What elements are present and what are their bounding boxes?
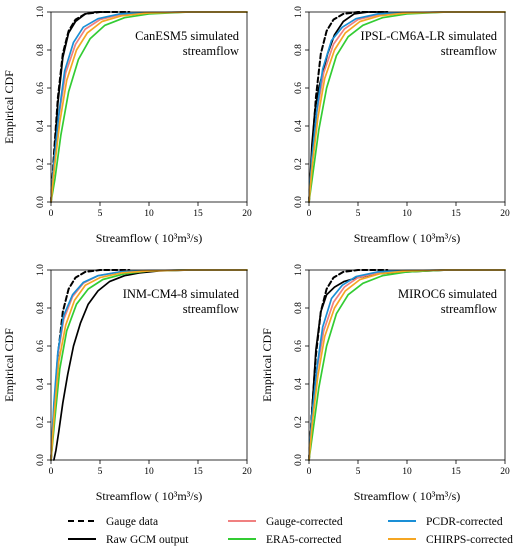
legend-item: ERA5-corrected [228,534,342,546]
y-tick-label: 0.8 [36,302,46,314]
legend-label: CHIRPS-corrected [426,534,513,546]
panel-title: streamflow [183,44,239,58]
series-line-chirps-corrected [308,269,506,461]
x-tick-label: 10 [144,209,154,219]
x-tick-label: 5 [356,209,361,219]
legend: Gauge data Raw GCM output Gauge-corrected E… [68,516,513,546]
x-tick-label: 5 [98,209,103,219]
x-tick-label: 20 [500,467,510,477]
x-axis-label: Streamflow ( 10³m³/s) [96,489,203,503]
y-tick-label: 0.2 [36,158,46,170]
x-tick-label: 15 [451,209,461,219]
x-tick-label: 10 [402,209,412,219]
series-line-gauge-data [50,269,131,461]
y-tick-label: 0.2 [36,416,46,428]
chart-panel-2: 0 5 10 15 20 0.0 0.2 0.4 0.6 0.8 1.0 Streamflow ( 1… [294,6,510,245]
y-tick-label: 0.0 [294,454,304,466]
panel-title: streamflow [441,44,497,58]
y-tick-label: 0.6 [36,340,46,352]
x-axis-label: Streamflow ( 10³m³/s) [354,231,461,245]
y-tick-label: 1.0 [36,264,46,276]
y-tick-label: 0.6 [294,82,304,94]
y-tick-label: 0.4 [36,378,46,390]
x-tick-label: 0 [49,209,54,219]
x-axis-label: Streamflow ( 10³m³/s) [354,489,461,503]
y-tick-label: 0.6 [36,82,46,94]
x-tick-label: 15 [193,467,203,477]
x-tick-label: 15 [193,209,203,219]
panel-title: streamflow [441,302,497,316]
y-tick-label: 1.0 [294,6,304,18]
x-tick-label: 0 [49,467,54,477]
y-tick-label: 1.0 [294,264,304,276]
series-line-raw-gcm-output [50,11,111,203]
x-tick-label: 0 [307,467,312,477]
x-tick-label: 15 [451,467,461,477]
series-line-gauge-data [308,269,389,461]
x-tick-label: 10 [144,467,154,477]
y-axis-label: Empirical CDF [2,70,16,144]
legend-item: Gauge-corrected [228,516,343,528]
x-tick-label: 0 [307,209,312,219]
y-axis-label: Empirical CDF [260,328,274,402]
x-tick-label: 20 [242,467,252,477]
x-tick-label: 10 [402,467,412,477]
y-tick-label: 0.0 [36,196,46,208]
x-tick-label: 5 [356,467,361,477]
panel-title: streamflow [183,302,239,316]
x-axis-label: Streamflow ( 10³m³/s) [96,231,203,245]
legend-label: PCDR-corrected [426,516,503,528]
y-tick-label: 0.4 [36,120,46,132]
y-tick-label: 0.0 [36,454,46,466]
chart-panel-4: 0 5 10 15 20 0.0 0.2 0.4 0.6 0.8 1.0 Streamflow ( 1… [260,264,510,503]
x-tick-label: 5 [98,467,103,477]
panel-title: INM-CM4-8 simulated [123,287,240,301]
series-line-chirps-corrected [50,11,248,203]
panel-title: IPSL-CM6A-LR simulated [361,29,498,43]
chart-panel-1: 0 5 10 15 20 0.0 0.2 0.4 0.6 0.8 1.0 Streamflow ( 1… [2,6,252,245]
y-tick-label: 0.8 [294,44,304,56]
legend-item: CHIRPS-corrected [388,534,513,546]
y-tick-label: 1.0 [36,6,46,18]
y-tick-label: 0.0 [294,196,304,208]
x-tick-label: 20 [500,209,510,219]
chart-panel-3: 0 5 10 15 20 0.0 0.2 0.4 0.6 0.8 1.0 Streamflow ( 1… [2,264,252,503]
series-line-chirps-corrected [308,11,506,203]
y-axis-label: Empirical CDF [2,328,16,402]
legend-label: Gauge-corrected [266,516,343,528]
legend-label: ERA5-corrected [266,534,342,546]
y-tick-label: 0.6 [294,340,304,352]
x-tick-label: 20 [242,209,252,219]
legend-item: Raw GCM output [68,534,189,546]
legend-item: PCDR-corrected [388,516,503,528]
y-tick-label: 0.4 [294,120,304,132]
y-tick-label: 0.2 [294,416,304,428]
panel-title: CanESM5 simulated [135,29,240,43]
legend-item: Gauge data [68,516,158,528]
y-tick-label: 0.4 [294,378,304,390]
legend-label: Gauge data [106,516,158,528]
panel-title: MIROC6 simulated [398,287,498,301]
y-tick-label: 0.2 [294,158,304,170]
series-line-chirps-corrected [50,269,248,461]
legend-label: Raw GCM output [106,534,189,546]
y-tick-label: 0.8 [36,44,46,56]
panels: 0 5 10 15 20 0.0 0.2 0.4 0.6 0.8 1.0 Streamflow ( 1… [2,6,510,503]
y-tick-label: 0.8 [294,302,304,314]
